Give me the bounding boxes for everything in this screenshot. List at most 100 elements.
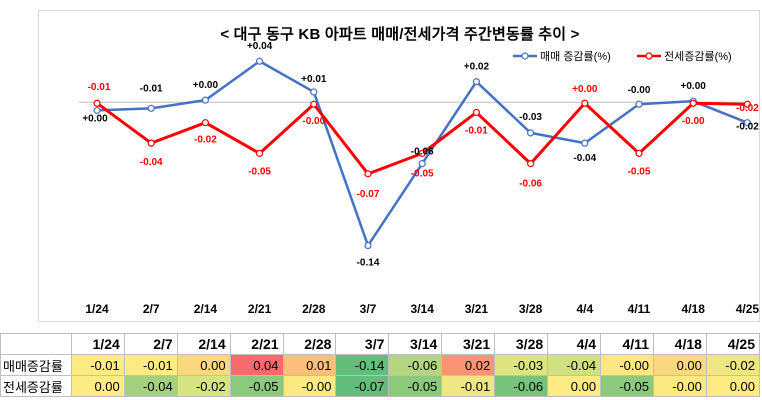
table-header-cell: 2/21 [229,333,284,355]
data-label: -0.04 [140,157,163,168]
data-label: -0.00 [682,116,705,127]
table-cell: 0.00 [547,375,602,397]
table-cell: -0.03 [494,354,549,376]
data-point [472,78,480,86]
table-row-label: 전세증감률 [0,375,72,397]
data-point [418,149,426,157]
data-point [147,104,155,112]
table-header-cell: 3/28 [494,333,549,355]
data-label: +0.02 [464,62,490,73]
table-header-cell: 2/7 [123,333,178,355]
table-row: 매매증감률 -0.01 -0.01 0.00 0.04 0.01 -0.14 -0.06 0.0… [0,354,761,376]
data-point [635,149,643,157]
data-point [581,139,589,147]
data-label: -0.06 [411,147,434,158]
table-header-cell: 3/21 [441,333,496,355]
table-header-cell: 4/11 [600,333,654,355]
table-header-cell: 1/24 [70,333,125,355]
table-row: 전세증감률 0.00 -0.04 -0.02 -0.05 -0.00 -0.07 -0.05-… [0,375,761,397]
x-tick-label: 3/7 [360,302,377,316]
table-header-cell: 2/28 [282,333,337,355]
data-point [256,149,264,157]
x-tick-label: 1/24 [85,302,109,316]
data-point [364,241,372,250]
x-tick-label: 4/18 [682,302,706,316]
data-label: -0.06 [519,179,542,190]
x-tick-label: 3/14 [411,302,435,316]
data-point [310,88,318,96]
legend-label: 매매 증감률(%) [540,50,611,63]
legend-marker [645,52,653,60]
table-cell: -0.00 [652,375,707,397]
data-point [418,160,426,168]
table-cell: -0.02 [705,354,761,376]
legend-marker [521,52,529,60]
data-label: +0.01 [301,74,327,85]
data-point [201,119,209,127]
table-cell: -0.00 [600,354,654,376]
chart-title: < 대구 동구 KB 아파트 매매/전세가격 주간변동률 추이 > [220,26,580,43]
table-cell: -0.04 [123,375,178,397]
table-cell: -0.01 [123,354,178,376]
table-header-cell: 4/18 [652,333,707,355]
data-label: +0.00 [82,113,108,124]
x-tick-label: 2/28 [302,302,326,316]
table-header-cell: 2/14 [176,333,231,355]
table-header-cell: 4/4 [547,333,602,355]
data-point [635,100,643,108]
table-corner [0,333,72,355]
table-cell: 0.04 [229,354,284,376]
table-cell: 0.01 [282,354,337,376]
legend-label: 전세증감률(%) [664,50,732,63]
table-header-cell: 3/7 [335,333,390,355]
data-point [364,170,372,178]
data-point [310,100,318,108]
table-cell: -0.00 [282,375,337,397]
table-cell: 0.00 [652,354,707,376]
table-row-label: 매매증감률 [0,354,72,376]
x-tick-label: 3/21 [465,302,489,316]
table-cell: -0.05 [388,375,443,397]
data-label: -0.01 [465,125,488,136]
table-header-cell: 3/14 [388,333,443,355]
table-cell: 0.00 [705,375,761,397]
data-label: -0.07 [357,189,380,200]
table-cell: -0.01 [70,354,125,376]
table-cell: 0.02 [441,354,496,376]
data-point [581,99,589,107]
table-cell: -0.04 [547,354,602,376]
data-point [527,129,535,137]
data-label: -0.04 [573,153,596,164]
data-point [689,99,697,107]
data-point [472,108,480,117]
table-header-row: 1/24 2/7 2/14 2/21 2/28 3/7 3/14 3/21 3/28 4/4 4/1… [0,333,761,355]
data-point [743,100,752,108]
x-tick-label: 4/11 [628,302,651,316]
data-label: -0.01 [88,82,111,93]
data-label: +0.00 [193,80,219,91]
x-tick-label: 4/4 [576,302,593,316]
table-cell: -0.05 [229,375,284,397]
table-cell: -0.05 [600,375,654,397]
data-point [527,160,535,168]
table-cell: -0.14 [335,354,390,376]
data-point [93,106,101,114]
data-point [147,139,155,147]
data-label: +0.00 [681,81,707,92]
data-label: -0.05 [248,166,271,177]
table-cell: -0.07 [335,375,390,397]
data-table: 1/24 2/7 2/14 2/21 2/28 3/7 3/14 3/21 3/28 4/4 4/1… [0,333,761,397]
chart-area: < 대구 동구 KB 아파트 매매/전세가격 주간변동률 추이 > 1/24 2/… [38,10,760,322]
table-cell: 0.00 [176,354,231,376]
x-tick-label: 2/14 [194,302,218,316]
data-label: -0.00 [628,85,651,96]
data-point [201,96,209,104]
data-label: -0.02 [736,103,759,114]
x-tick-label: 2/21 [248,302,272,316]
data-label: -0.00 [302,116,325,127]
data-label: -0.14 [357,258,380,269]
table-cell: -0.06 [494,375,549,397]
table-cell: -0.06 [388,354,443,376]
data-label: -0.02 [194,135,217,146]
data-label: +0.00 [572,84,598,95]
